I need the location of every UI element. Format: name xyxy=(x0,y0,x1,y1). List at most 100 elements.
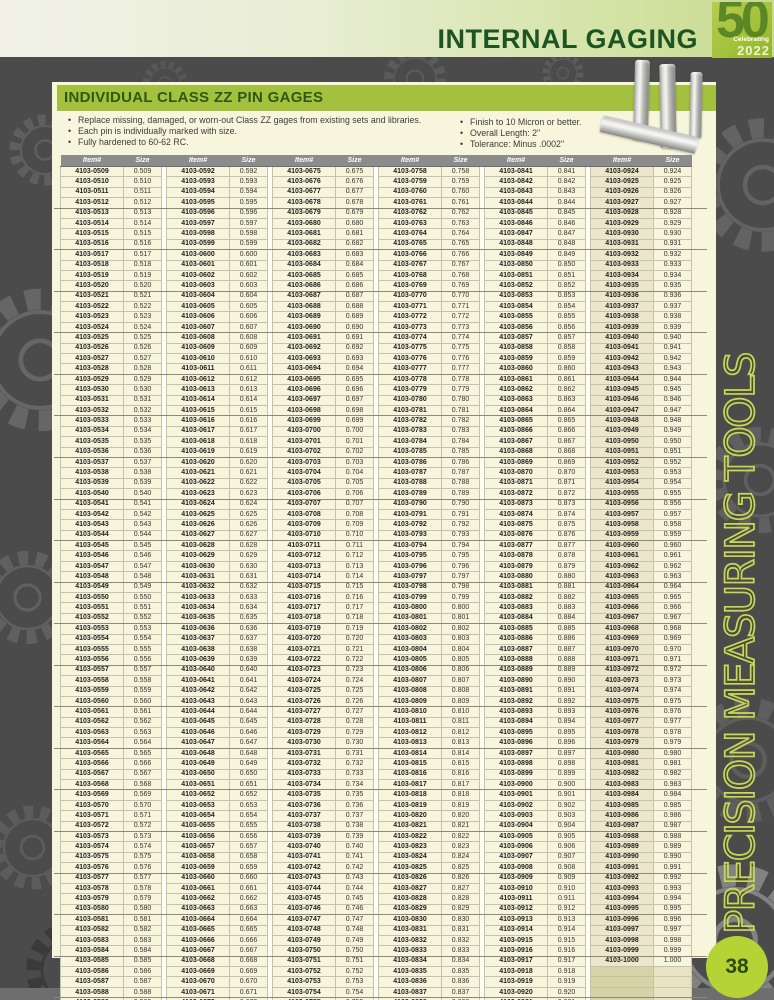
item-cell: 4103-0524 xyxy=(54,321,124,335)
gutter-cell xyxy=(267,426,273,437)
size-cell: 0.894 xyxy=(547,716,586,729)
item-cell: 4103-0901 xyxy=(484,789,548,801)
size-cell: 0.720 xyxy=(335,633,374,645)
size-cell: 0.804 xyxy=(441,643,480,656)
gutter-cell xyxy=(479,239,485,251)
item-cell: 4103-0926 xyxy=(590,186,654,199)
table-row: 4103-0584 0.584 4103-0667 0.667 4103-0750 0.7… xyxy=(54,945,708,958)
item-cell: 4103-0817 xyxy=(378,779,442,791)
content-card: INDIVIDUAL CLASS ZZ PIN GAGES • Replace m… xyxy=(52,59,716,1000)
size-cell: 0.699 xyxy=(335,415,374,427)
item-cell: 4103-0585 xyxy=(60,955,124,968)
item-cell: 4103-0665 xyxy=(166,924,230,936)
table-row: 4103-0582 0.582 4103-0665 0.665 4103-0748 0.7… xyxy=(60,924,692,936)
table-row: 4103-0538 0.538 4103-0621 0.621 4103-0704 0.7… xyxy=(60,467,692,479)
size-cell: 0.949 xyxy=(653,425,692,438)
item-cell: 4103-0845 xyxy=(484,207,548,219)
gutter-cell xyxy=(267,966,273,977)
item-cell: 4103-0576 xyxy=(54,862,124,875)
item-cell: 4103-0748 xyxy=(272,924,336,936)
item-cell: 4103-0928 xyxy=(590,207,654,219)
item-cell: 4103-0872 xyxy=(484,488,548,500)
size-cell: 0.653 xyxy=(229,799,268,812)
size-cell: 0.544 xyxy=(123,529,162,542)
gutter-cell xyxy=(585,644,591,655)
gutter-cell xyxy=(267,239,273,251)
item-cell: 4103-0703 xyxy=(272,456,336,469)
size-cell: 0.837 xyxy=(441,986,480,999)
gutter-cell xyxy=(373,686,379,697)
item-cell: 4103-0815 xyxy=(378,758,442,770)
size-cell: 0.527 xyxy=(123,353,162,365)
item-cell: 4103-0977 xyxy=(590,716,654,729)
item-cell: 4103-0910 xyxy=(484,882,548,895)
size-cell: 0.924 xyxy=(653,165,692,178)
gutter-cell xyxy=(373,550,379,562)
size-cell: 0.637 xyxy=(229,633,268,645)
item-cell: 4103-0991 xyxy=(590,862,654,874)
gutter-cell xyxy=(479,706,485,718)
size-cell: 0.964 xyxy=(653,581,692,594)
item-cell: 4103-0955 xyxy=(590,488,654,500)
item-cell: 4103-0512 xyxy=(54,197,124,210)
gutter-cell xyxy=(267,862,273,874)
size-cell: 0.621 xyxy=(229,467,268,479)
size-cell: 0.557 xyxy=(123,664,162,677)
size-cell: 0.532 xyxy=(123,404,162,417)
size-cell: 0.696 xyxy=(335,384,374,396)
size-cell: 0.586 xyxy=(123,966,162,978)
size-cell: 0.887 xyxy=(547,643,586,656)
page-number-badge: 38 xyxy=(706,936,768,998)
item-cell: 4103-0713 xyxy=(272,560,336,573)
item-cell: 4103-0633 xyxy=(166,591,230,604)
item-cell: 4103-0904 xyxy=(484,820,548,833)
gutter-cell xyxy=(585,197,591,209)
size-cell: 0.953 xyxy=(653,467,692,479)
size-cell: 0.629 xyxy=(229,550,268,562)
item-cell: 4103-0715 xyxy=(272,581,336,594)
size-cell: 0.878 xyxy=(547,550,586,562)
size-cell: 0.746 xyxy=(335,903,374,916)
gutter-cell xyxy=(373,893,379,905)
gutter-cell xyxy=(161,166,167,177)
size-cell: 0.810 xyxy=(441,706,480,718)
size-cell: 0.823 xyxy=(441,841,480,853)
item-cell: 4103-0670 xyxy=(166,976,230,988)
item-cell: 4103-0601 xyxy=(166,259,230,271)
gutter-cell xyxy=(161,623,167,635)
table-row: 4103-0551 0.551 4103-0634 0.634 4103-0717 0.7… xyxy=(60,602,692,614)
item-cell: 4103-0808 xyxy=(378,685,442,697)
feature-list-left: • Replace missing, damaged, or worn-out C… xyxy=(68,115,458,148)
size-cell: 0.545 xyxy=(123,540,162,552)
gutter-cell xyxy=(161,488,167,500)
item-cell: 4103-0540 xyxy=(54,488,124,501)
gutter-cell xyxy=(267,530,273,542)
size-cell: 0.713 xyxy=(335,560,374,573)
item-cell: 4103-0606 xyxy=(166,311,230,323)
item-cell: 4103-0956 xyxy=(590,498,654,510)
gutter-cell xyxy=(373,332,379,344)
item-cell: 4103-0949 xyxy=(590,425,654,438)
size-cell: 0.672 xyxy=(229,997,268,1000)
gutter-cell xyxy=(585,540,591,551)
item-cell: 4103-0722 xyxy=(272,654,336,666)
item-cell: 4103-0941 xyxy=(590,342,654,355)
size-cell: 0.767 xyxy=(441,259,480,271)
item-cell: 4103-0625 xyxy=(166,508,230,521)
gutter-cell xyxy=(479,228,485,240)
gutter-cell xyxy=(479,571,485,583)
gutter-cell xyxy=(479,810,485,822)
size-cell: 0.827 xyxy=(441,882,480,895)
size-cell: 0.671 xyxy=(229,986,268,999)
size-cell: 0.525 xyxy=(123,332,162,344)
item-cell: 4103-0789 xyxy=(378,488,442,500)
table-row: 4103-0532 0.532 4103-0615 0.615 4103-0698 0.6… xyxy=(54,404,708,418)
size-cell: 0.704 xyxy=(335,467,374,479)
pin-gage-image xyxy=(689,71,703,139)
size-cell: 0.614 xyxy=(229,394,268,407)
item-cell: 4103-0630 xyxy=(166,560,230,573)
item-cell-empty xyxy=(590,966,654,978)
table-row: 4103-0588 0.588 4103-0671 0.671 4103-0754 0.7… xyxy=(54,986,708,1000)
size-cell: 0.701 xyxy=(335,436,374,448)
gutter-cell xyxy=(585,384,591,396)
